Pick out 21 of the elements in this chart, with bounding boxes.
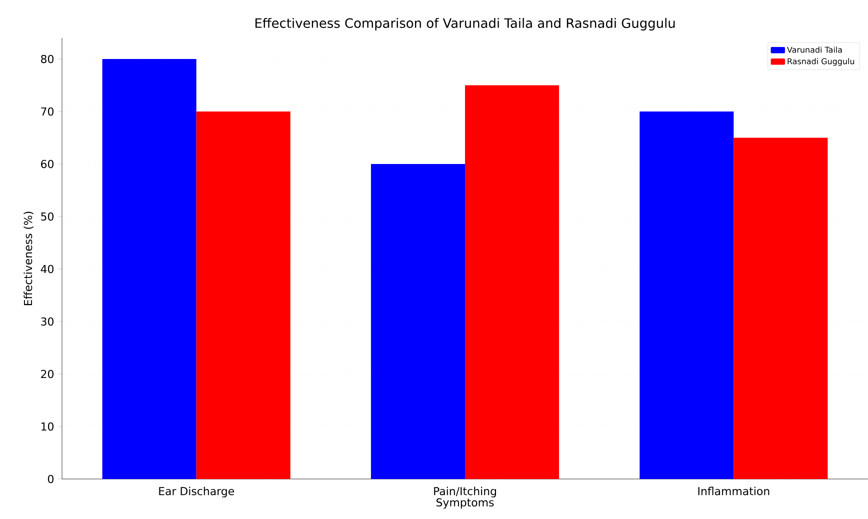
x-tick-label: Ear Discharge <box>159 486 234 498</box>
chart-title: Effectiveness Comparison of Varunadi Taila and Rasnadi Guggulu <box>255 18 675 30</box>
x-tick-label: Inflammation <box>698 486 770 496</box>
bar <box>370 164 466 479</box>
y-tick-label: 50 <box>41 212 54 221</box>
y-tick-label: 60 <box>41 160 54 168</box>
y-tick-label: 80 <box>41 54 54 64</box>
bar <box>734 138 828 479</box>
bar <box>196 112 290 479</box>
bar <box>465 85 560 479</box>
y-tick-label: 0 <box>48 474 54 484</box>
y-tick-label: 30 <box>41 317 54 326</box>
y-axis-title: Effectiveness (%) <box>24 212 34 306</box>
x-axis-title: Symptoms <box>436 498 494 509</box>
y-tick-label: 20 <box>41 370 54 378</box>
bar <box>102 59 196 479</box>
bar <box>640 112 734 479</box>
y-tick-label: 40 <box>40 264 54 274</box>
y-tick-label: 10 <box>41 422 54 431</box>
y-tick-label: 70 <box>41 107 54 116</box>
x-tick-label: Pain/Itching <box>434 486 496 498</box>
